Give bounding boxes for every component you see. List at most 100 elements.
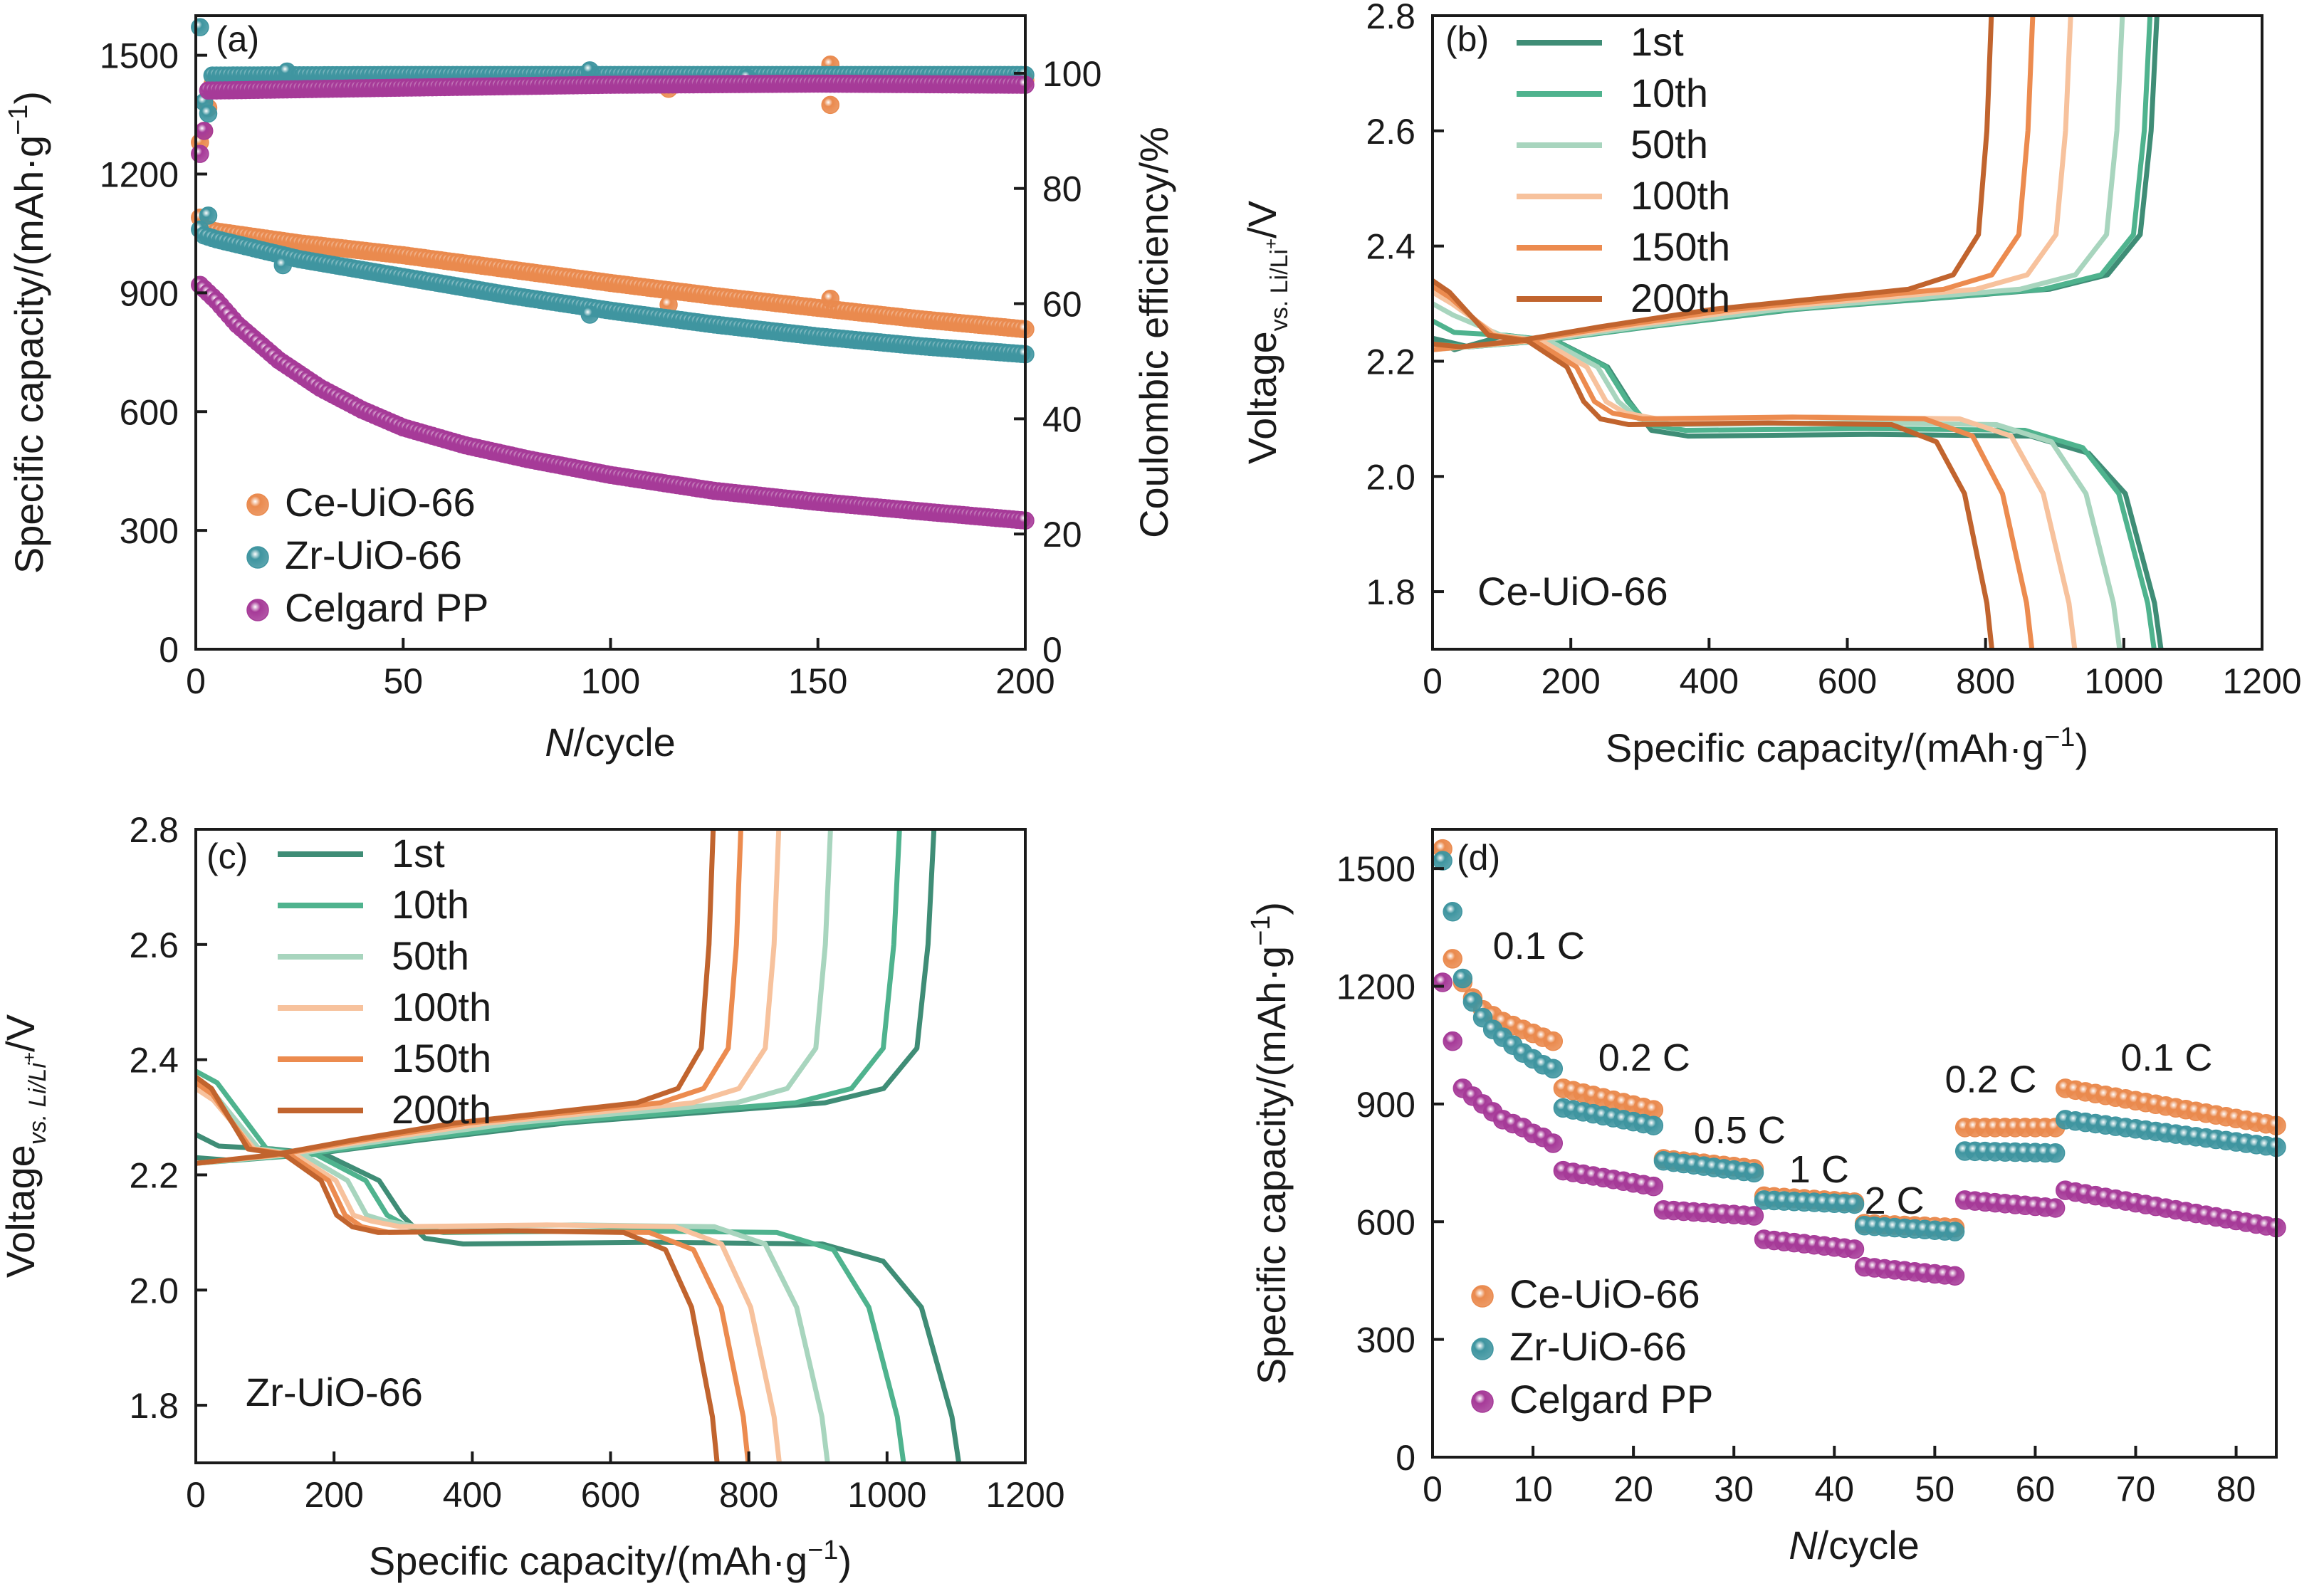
legend-item: 10th	[1517, 70, 1708, 115]
legend-item: 150th	[278, 1036, 491, 1081]
series-pp-left	[191, 275, 1035, 530]
series-zr-right	[191, 18, 1035, 123]
series-pp-right	[191, 74, 1035, 163]
legend-item: 100th	[1517, 173, 1730, 218]
rate-label: 2 C	[1865, 1180, 1925, 1222]
legend-item: 50th	[1517, 122, 1708, 167]
y-tick-label: 1.8	[129, 1386, 179, 1426]
rate-label: 0.1 C	[1493, 925, 1585, 967]
series-pp	[1433, 972, 2286, 1286]
panel-b-sample-label: Ce-UiO-66	[1477, 569, 1668, 614]
panel-b-x-axis-label: Specific capacity/(mAh·g−1)	[1606, 723, 2088, 770]
y-tick-label: 2.2	[129, 1155, 179, 1195]
x-tick-label: 1200	[2222, 661, 2301, 701]
legend-label: 50th	[392, 933, 469, 978]
legend-label: 200th	[392, 1087, 491, 1132]
legend-item: 50th	[278, 933, 469, 978]
panel-a-legend: Ce-UiO-66 Zr-UiO-66 Celgard PP	[246, 480, 488, 630]
y-tick-label: 600	[1356, 1202, 1415, 1242]
x-tick-label: 30	[1714, 1469, 1754, 1509]
legend-marker	[1471, 1338, 1494, 1360]
x-tick-label: 400	[443, 1475, 502, 1515]
x-tick-label: 200	[304, 1475, 363, 1515]
panel-d-label: (d)	[1457, 838, 1500, 878]
legend-label: 1st	[1631, 19, 1684, 64]
legend-label: 150th	[1631, 224, 1730, 269]
x-tick-label: 40	[1814, 1469, 1854, 1509]
panel-a-y2-axis-label: Coulombic efficiency/%	[1131, 127, 1176, 538]
panel-a-label: (a)	[216, 19, 259, 59]
legend-label: 10th	[1631, 70, 1708, 115]
y-tick-label: 0	[159, 630, 179, 670]
rate-label: 0.1 C	[2120, 1036, 2212, 1079]
y-tick-label: 1500	[1336, 849, 1415, 889]
x-tick-label: 200	[1541, 661, 1600, 701]
curve-1st-charge	[1433, 16, 2160, 350]
y-tick-label: 300	[120, 511, 179, 551]
data-point	[1744, 1162, 1764, 1183]
legend-marker	[246, 493, 269, 516]
legend-item: Zr-UiO-66	[1471, 1324, 1687, 1369]
panel-d-plot-area	[1433, 839, 2286, 1286]
panel-b-x-ticks: 0 200 400 600 800 1000 1200	[1423, 638, 2302, 701]
legend-item: 100th	[278, 984, 491, 1029]
y2-tick-label: 40	[1042, 399, 1082, 439]
panel-a-y-ticks: 0 300 600 900 1200 1500	[100, 36, 207, 670]
y2-tick-label: 20	[1042, 515, 1082, 555]
rate-label: 0.5 C	[1694, 1109, 1786, 1152]
data-point	[580, 305, 600, 324]
data-point	[2045, 1198, 2066, 1218]
data-point	[1844, 1239, 1865, 1259]
legend-item: 150th	[1517, 224, 1730, 269]
data-point	[1443, 902, 1462, 922]
panel-c-y-ticks: 1.8 2.0 2.2 2.4 2.6 2.8	[129, 810, 207, 1426]
data-point	[278, 62, 296, 81]
curve-50th-discharge	[1433, 301, 2123, 649]
panel-b-legend: 1st 10th 50th 100th 150th 200th	[1517, 19, 1730, 320]
data-point	[2045, 1143, 2066, 1163]
legend-label: Ce-UiO-66	[285, 480, 476, 525]
panel-b-plot-area	[1433, 16, 2164, 649]
data-point	[1643, 1115, 1664, 1135]
panel-d-x-ticks: 0 10 20 30 40 50 60 70 80	[1423, 1446, 2256, 1509]
data-point	[1844, 1194, 1865, 1214]
y2-tick-label: 100	[1042, 54, 1101, 94]
y-tick-label: 1500	[100, 36, 179, 76]
data-point	[1944, 1266, 1965, 1286]
curve-200th-charge	[196, 829, 716, 1166]
curve-200th-charge	[1433, 16, 1994, 350]
panel-a-x-axis-label: N/cycle	[545, 720, 676, 765]
panel-b-y-axis-label: Voltagevs. Li/Li+/V	[1240, 200, 1293, 464]
legend-label: 100th	[392, 984, 491, 1029]
y-tick-label: 900	[1356, 1085, 1415, 1125]
legend-label: Ce-UiO-66	[1509, 1271, 1700, 1316]
legend-item: Celgard PP	[246, 585, 488, 630]
y2-tick-label: 60	[1042, 285, 1082, 325]
panel-b-ce-voltage: 0 200 400 600 800 1000 1200 1.8 2.0 2.2 2.4 2.6 2.8…	[1240, 0, 2302, 770]
y-tick-label: 2.8	[1366, 0, 1415, 36]
rate-label: 0.2 C	[1944, 1058, 2036, 1101]
data-point	[1744, 1206, 1764, 1226]
curve-1st-discharge	[1433, 332, 2164, 649]
legend-item: Zr-UiO-66	[246, 532, 462, 577]
curve-200th-discharge	[196, 1074, 720, 1463]
x-tick-label: 70	[2116, 1469, 2156, 1509]
data-point	[191, 145, 209, 163]
panel-c-x-ticks: 0 200 400 600 800 1000 1200	[186, 1451, 1065, 1515]
data-point	[1433, 972, 1452, 992]
x-tick-label: 50	[1915, 1469, 1955, 1509]
y-tick-label: 2.8	[129, 810, 179, 850]
x-tick-label: 0	[1423, 661, 1443, 701]
legend-label: 200th	[1631, 275, 1730, 320]
y-tick-label: 2.0	[129, 1271, 179, 1311]
legend-label: 150th	[392, 1036, 491, 1081]
curve-200th-discharge	[1433, 278, 1995, 649]
panel-d-y-axis-label: Specific capacity/(mAh·g−1)	[1246, 902, 1294, 1385]
panel-a-cycling: 0 50 100 150 200 0 300 600 900 1200 1500 0 20 40 60 8…	[4, 14, 1176, 765]
data-point	[821, 289, 839, 308]
panel-d-y-ticks: 0 300 600 900 1200 1500	[1336, 849, 1444, 1478]
x-tick-label: 600	[1818, 661, 1877, 701]
legend-item: 200th	[278, 1087, 491, 1132]
x-tick-label: 1000	[2084, 661, 2163, 701]
